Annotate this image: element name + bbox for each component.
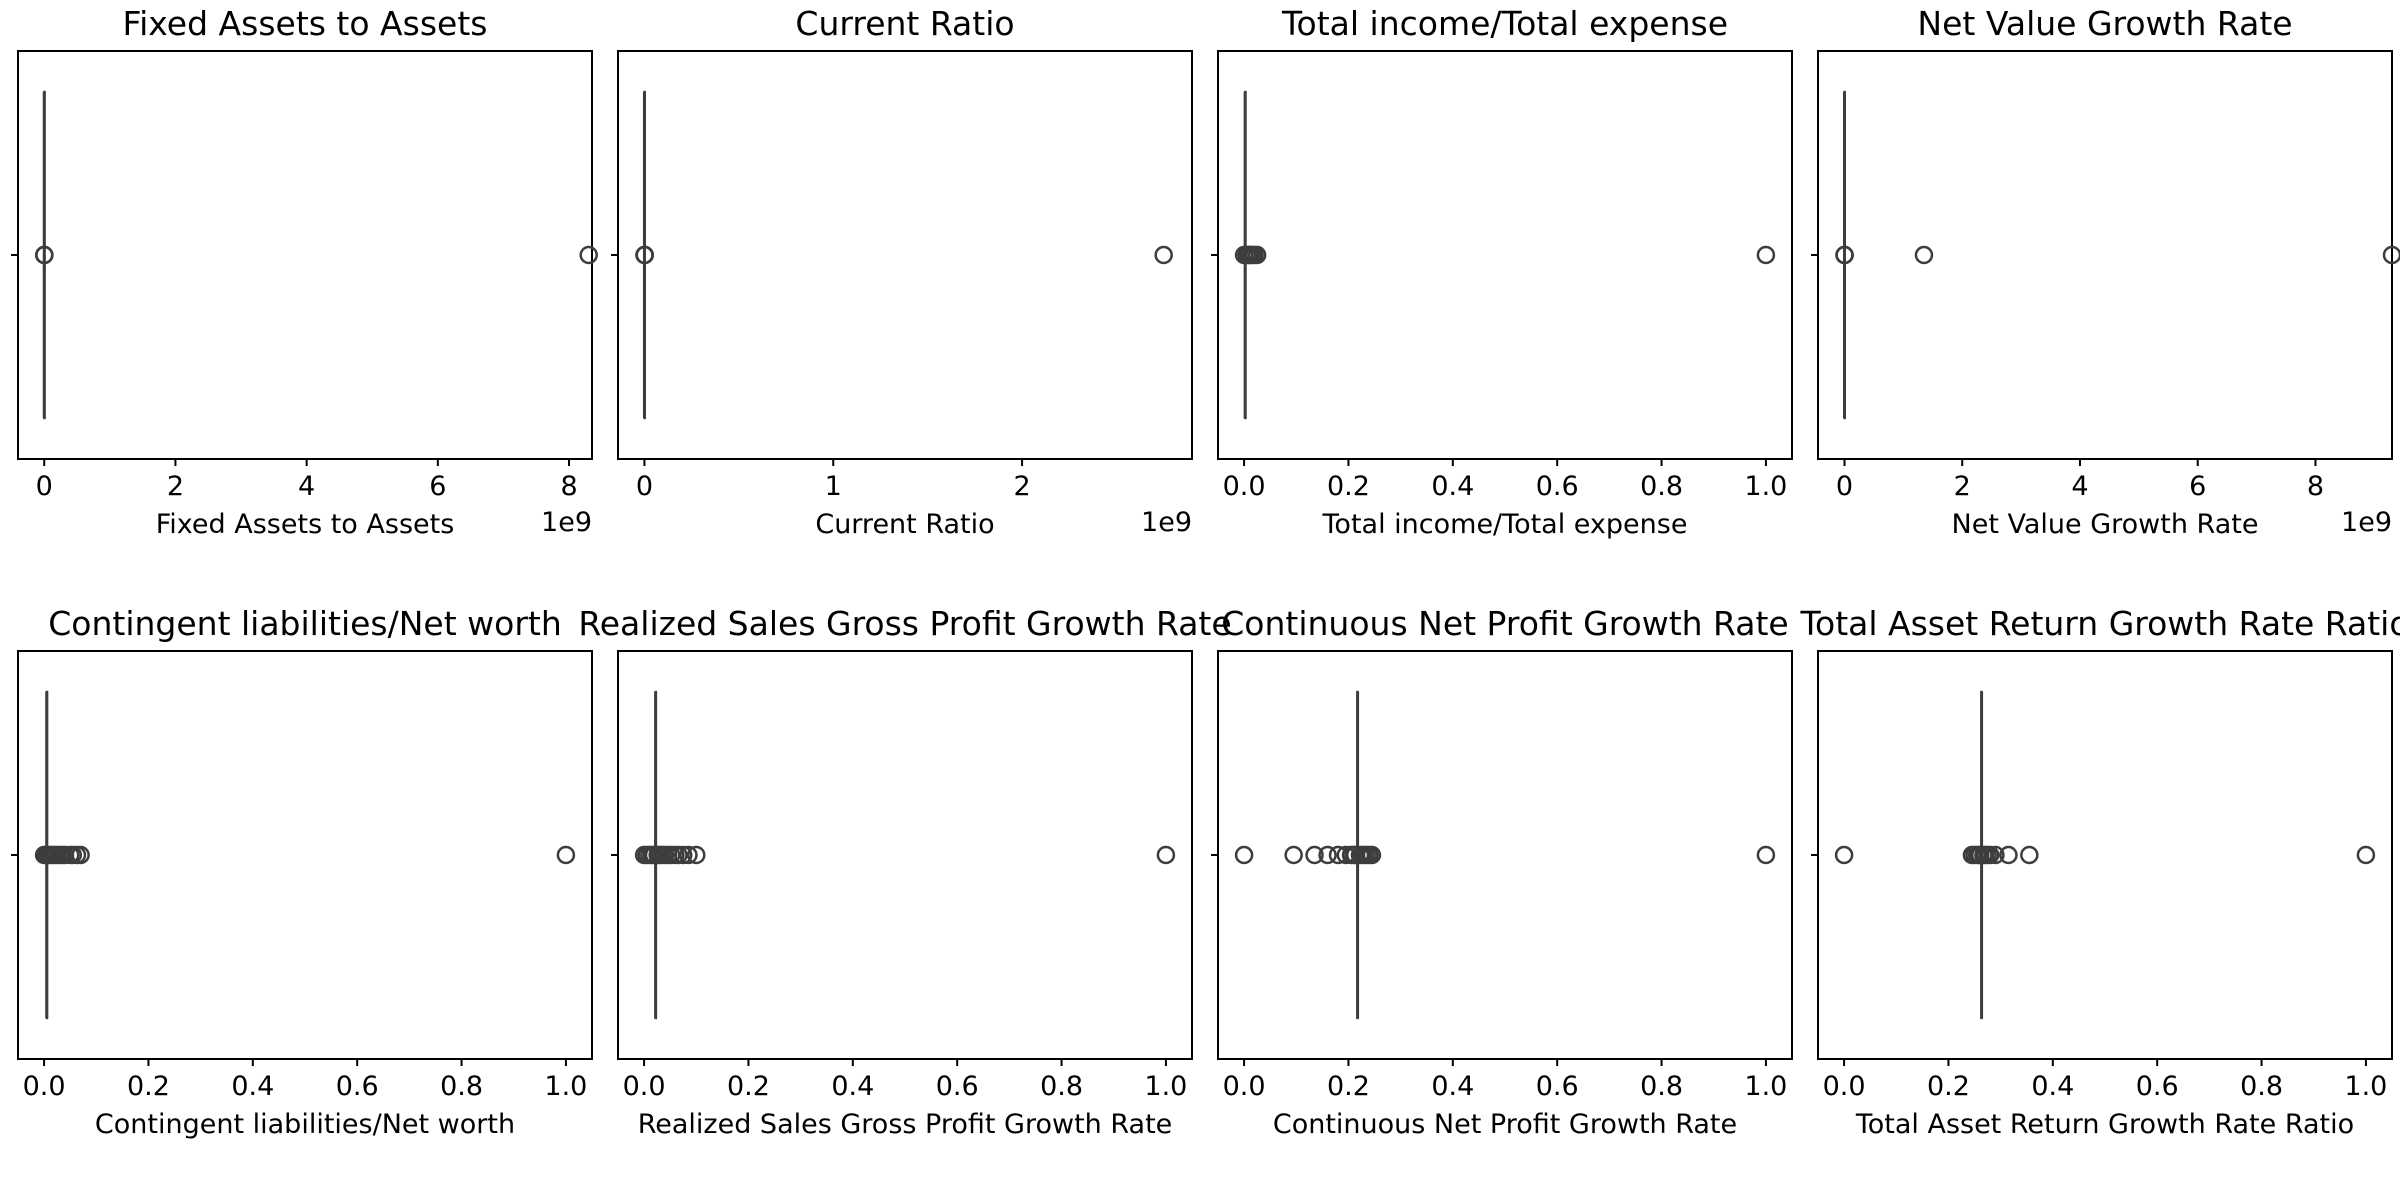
outlier-point-8-13 (2356, 845, 2376, 865)
plot-frame-3 (1217, 50, 1793, 460)
outlier-point-1-3 (579, 245, 598, 265)
x-tick-label-1-1: 2 (167, 471, 184, 502)
outlier-point-4-2 (1835, 245, 1854, 265)
x-tick-label-3-2: 0.4 (1431, 471, 1474, 502)
x-tick-label-6-3: 0.6 (936, 1071, 979, 1102)
x-axis-label-2: Current Ratio (815, 509, 994, 540)
outlier-point-7-14 (1362, 845, 1382, 865)
outlier-point-5-14 (556, 845, 576, 865)
outlier-point-3-8 (1756, 245, 1776, 265)
x-tick-label-8-4: 0.8 (2240, 1071, 2283, 1102)
x-tick-label-3-3: 0.6 (1536, 471, 1579, 502)
outlier-point-7-15 (1756, 845, 1776, 865)
x-tick-label-4-0: 0 (1836, 471, 1853, 502)
plot-frame-2 (617, 50, 1193, 460)
x-tick-label-3-5: 1.0 (1744, 471, 1787, 502)
x-tick-label-8-5: 1.0 (2344, 1071, 2387, 1102)
outlier-point-6-16 (1156, 845, 1176, 865)
x-tick-label-5-1: 0.2 (127, 1071, 170, 1102)
x-tick-label-1-2: 4 (298, 471, 315, 502)
x-tick-label-1-0: 0 (36, 471, 53, 502)
x-tick-label-7-1: 0.2 (1327, 1071, 1370, 1102)
plot-frame-5 (17, 650, 593, 1060)
x-tick-label-7-4: 0.8 (1640, 1071, 1683, 1102)
chart-title-4: Net Value Growth Rate (1917, 4, 2292, 43)
outlier-point-6-12 (669, 845, 688, 865)
x-axis-label-3: Total income/Total expense (1322, 509, 1688, 540)
plot-frame-1 (17, 50, 593, 460)
plot-frame-7 (1217, 650, 1793, 1060)
x-tick-label-5-3: 0.6 (336, 1071, 379, 1102)
x-tick-label-8-1: 0.2 (1927, 1071, 1970, 1102)
x-tick-label-7-0: 0.0 (1223, 1071, 1266, 1102)
outlier-point-3-7 (1247, 245, 1267, 265)
x-tick-label-6-0: 0.0 (623, 1071, 666, 1102)
outlier-point-4-4 (2382, 245, 2400, 265)
x-axis-label-4: Net Value Growth Rate (1952, 509, 2259, 540)
chart-title-6: Realized Sales Gross Profit Growth Rate (578, 604, 1231, 643)
x-axis-label-6: Realized Sales Gross Profit Growth Rate (638, 1109, 1173, 1140)
x-tick-label-7-2: 0.4 (1431, 1071, 1474, 1102)
chart-title-5: Contingent liabilities/Net worth (48, 604, 562, 643)
outlier-point-2-3 (1154, 245, 1173, 265)
x-axis-label-7: Continuous Net Profit Growth Rate (1273, 1109, 1737, 1140)
outlier-point-7-3 (1318, 845, 1337, 865)
outlier-point-8-10 (1986, 845, 2005, 865)
x-tick-label-5-4: 0.8 (440, 1071, 483, 1102)
x-tick-label-4-1: 2 (1954, 471, 1971, 502)
chart-title-1: Fixed Assets to Assets (123, 4, 488, 43)
x-offset-label-4: 1e9 (2341, 507, 2392, 538)
outlier-point-7-1 (1284, 845, 1303, 865)
x-tick-label-4-3: 6 (2189, 471, 2206, 502)
plot-frame-8 (1817, 650, 2393, 1060)
x-offset-label-1: 1e9 (541, 507, 592, 538)
x-tick-label-2-0: 0 (636, 471, 653, 502)
x-tick-label-8-2: 0.4 (2031, 1071, 2074, 1102)
x-tick-label-6-1: 0.2 (727, 1071, 770, 1102)
x-axis-label-5: Contingent liabilities/Net worth (95, 1109, 515, 1140)
outlier-point-8-0 (1834, 845, 1854, 865)
x-tick-label-2-1: 1 (825, 471, 842, 502)
plot-frame-4 (1817, 50, 2393, 460)
x-tick-label-8-0: 0.0 (1823, 1071, 1866, 1102)
x-tick-label-4-2: 4 (2071, 471, 2088, 502)
x-tick-label-3-4: 0.8 (1640, 471, 1683, 502)
x-axis-label-8: Total Asset Return Growth Rate Ratio (1855, 1109, 2354, 1140)
x-tick-label-8-3: 0.6 (2136, 1071, 2179, 1102)
outlier-point-6-14 (679, 845, 698, 865)
outlier-point-7-0 (1234, 845, 1254, 865)
outlier-point-8-12 (2020, 845, 2039, 865)
x-tick-label-5-0: 0.0 (23, 1071, 66, 1102)
outlier-point-1-2 (35, 245, 54, 265)
x-tick-label-3-0: 0.0 (1223, 471, 1266, 502)
x-tick-label-6-4: 0.8 (1040, 1071, 1083, 1102)
outlier-point-4-3 (1914, 245, 1934, 265)
chart-title-7: Continuous Net Profit Growth Rate (1221, 604, 1788, 643)
x-tick-label-7-5: 1.0 (1744, 1071, 1787, 1102)
outlier-point-8-11 (1999, 845, 2018, 865)
outlier-point-8-9 (1980, 845, 2000, 865)
outlier-point-2-2 (635, 245, 655, 265)
x-tick-label-6-5: 1.0 (1144, 1071, 1187, 1102)
outlier-point-6-13 (673, 845, 693, 865)
chart-title-3: Total income/Total expense (1281, 4, 1728, 43)
x-tick-label-7-3: 0.6 (1536, 1071, 1579, 1102)
x-axis-label-1: Fixed Assets to Assets (156, 509, 455, 540)
x-tick-label-2-2: 2 (1013, 471, 1030, 502)
x-tick-label-5-2: 0.4 (231, 1071, 274, 1102)
outlier-point-5-13 (71, 845, 90, 865)
x-tick-label-3-1: 0.2 (1327, 471, 1370, 502)
x-tick-label-1-4: 8 (560, 471, 577, 502)
chart-title-2: Current Ratio (795, 4, 1014, 43)
x-tick-label-5-5: 1.0 (544, 1071, 587, 1102)
x-tick-label-4-4: 8 (2307, 471, 2324, 502)
chart-title-8: Total Asset Return Growth Rate Ratio (1799, 604, 2400, 643)
x-tick-label-6-2: 0.4 (831, 1071, 874, 1102)
x-offset-label-2: 1e9 (1141, 507, 1192, 538)
x-tick-label-1-3: 6 (429, 471, 446, 502)
outlier-point-6-15 (687, 845, 706, 865)
outlier-point-7-2 (1305, 845, 1324, 865)
